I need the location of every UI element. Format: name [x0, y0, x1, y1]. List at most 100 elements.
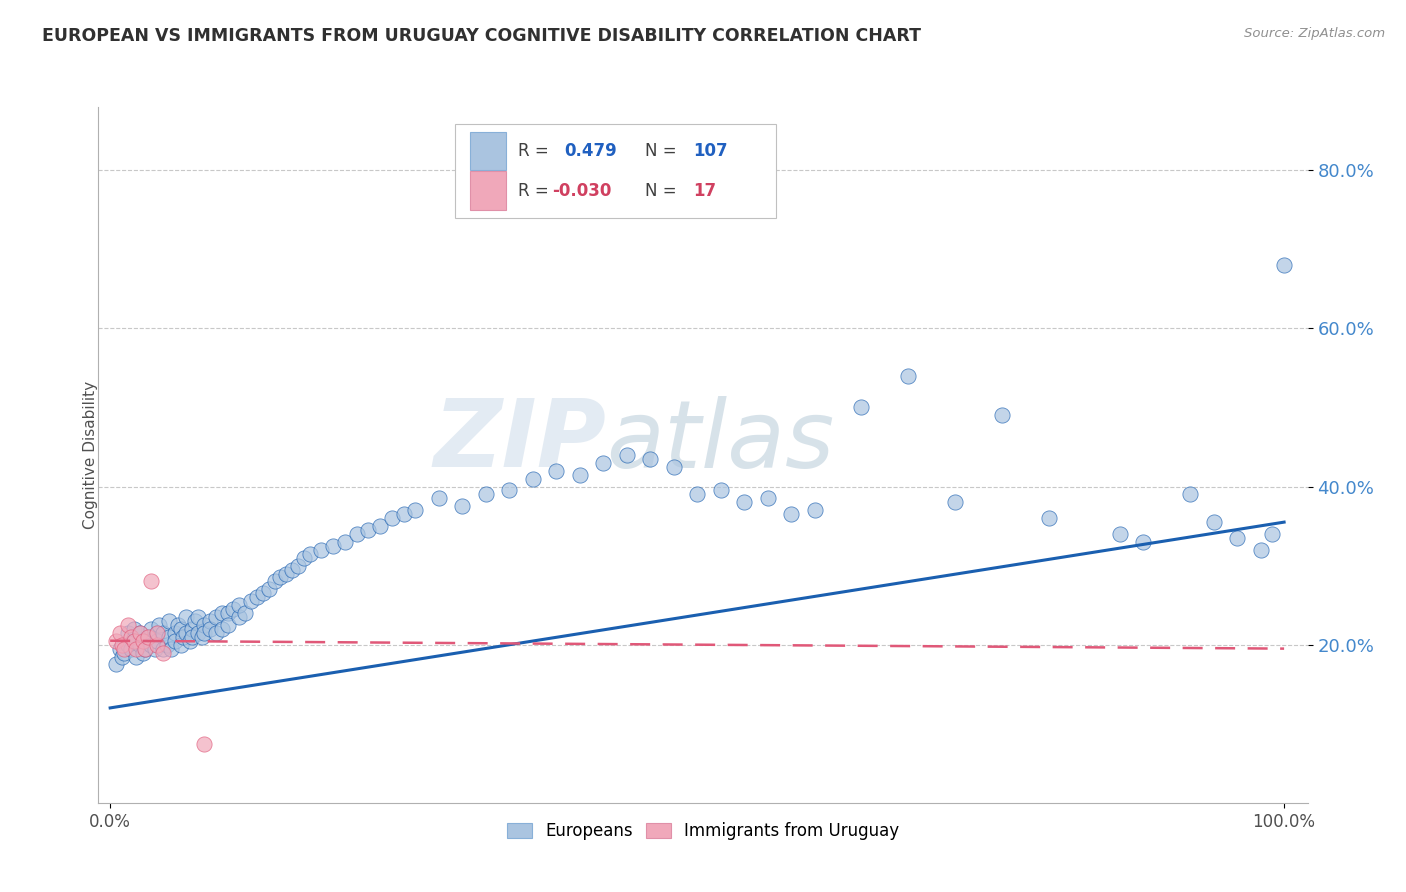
Point — [204, 610, 226, 624]
Point — [592, 456, 614, 470]
Point — [404, 503, 426, 517]
Point — [616, 448, 638, 462]
Point — [163, 633, 186, 648]
Point — [157, 614, 180, 628]
Point — [122, 633, 145, 648]
Text: EUROPEAN VS IMMIGRANTS FROM URUGUAY COGNITIVE DISABILITY CORRELATION CHART: EUROPEAN VS IMMIGRANTS FROM URUGUAY COGN… — [42, 27, 921, 45]
Text: 17: 17 — [693, 182, 717, 200]
Point — [756, 491, 779, 506]
Y-axis label: Cognitive Disability: Cognitive Disability — [83, 381, 97, 529]
Point — [181, 622, 204, 636]
Point — [163, 625, 186, 640]
Point — [222, 602, 245, 616]
Point — [733, 495, 755, 509]
Bar — [470, 171, 506, 210]
Point — [381, 511, 404, 525]
Point — [217, 618, 239, 632]
Point — [181, 630, 204, 644]
Point — [183, 614, 205, 628]
Point — [134, 641, 156, 656]
Point — [498, 483, 520, 498]
Point — [125, 649, 148, 664]
Point — [117, 638, 139, 652]
Point — [897, 368, 920, 383]
Point — [368, 519, 391, 533]
Point — [141, 574, 163, 589]
Point — [187, 610, 209, 624]
Point — [1261, 527, 1284, 541]
Point — [346, 527, 368, 541]
Point — [112, 641, 135, 656]
Point — [105, 633, 128, 648]
Text: 107: 107 — [693, 142, 728, 160]
Point — [167, 618, 190, 632]
Point — [146, 625, 169, 640]
Point — [117, 625, 139, 640]
Point — [105, 657, 128, 672]
Point — [1272, 258, 1295, 272]
Point — [568, 467, 591, 482]
Point — [269, 570, 291, 584]
Point — [252, 586, 274, 600]
Text: R =: R = — [517, 142, 548, 160]
Point — [228, 610, 250, 624]
Legend: Europeans, Immigrants from Uruguay: Europeans, Immigrants from Uruguay — [501, 815, 905, 847]
Point — [263, 574, 285, 589]
Point — [1226, 531, 1249, 545]
Point — [111, 638, 134, 652]
Point — [217, 606, 239, 620]
Point — [117, 618, 139, 632]
Point — [451, 500, 474, 514]
Point — [141, 622, 163, 636]
Point — [128, 625, 150, 640]
Point — [228, 598, 250, 612]
Point — [276, 566, 298, 581]
Point — [111, 649, 134, 664]
Point — [143, 641, 166, 656]
Point — [546, 464, 568, 478]
Point — [1038, 511, 1060, 525]
Text: Source: ZipAtlas.com: Source: ZipAtlas.com — [1244, 27, 1385, 40]
Point — [176, 610, 198, 624]
Point — [155, 638, 177, 652]
Point — [141, 638, 163, 652]
Point — [146, 638, 169, 652]
Point — [169, 622, 191, 636]
Point — [287, 558, 309, 573]
Point — [152, 646, 174, 660]
Point — [333, 534, 356, 549]
Point — [1202, 515, 1225, 529]
Point — [172, 630, 194, 644]
Point — [638, 451, 661, 466]
Point — [136, 630, 159, 644]
Point — [281, 563, 304, 577]
Point — [160, 641, 183, 656]
Point — [211, 606, 233, 620]
Point — [298, 547, 321, 561]
Point — [108, 625, 131, 640]
Point — [136, 630, 159, 644]
Point — [257, 582, 280, 597]
Point — [193, 618, 215, 632]
Point — [240, 594, 263, 608]
Point — [311, 542, 333, 557]
Point — [176, 625, 198, 640]
Point — [246, 591, 269, 605]
Point — [662, 459, 685, 474]
Point — [132, 633, 155, 648]
Point — [991, 409, 1014, 423]
Point — [522, 472, 544, 486]
Point — [120, 630, 142, 644]
Bar — [470, 132, 506, 170]
Point — [392, 507, 415, 521]
Text: 0.479: 0.479 — [564, 142, 617, 160]
Point — [146, 625, 169, 640]
Point — [187, 625, 209, 640]
Point — [134, 633, 156, 648]
Point — [198, 614, 221, 628]
Point — [134, 641, 156, 656]
Point — [148, 618, 170, 632]
Text: N =: N = — [645, 182, 676, 200]
Point — [1108, 527, 1130, 541]
Point — [169, 638, 191, 652]
